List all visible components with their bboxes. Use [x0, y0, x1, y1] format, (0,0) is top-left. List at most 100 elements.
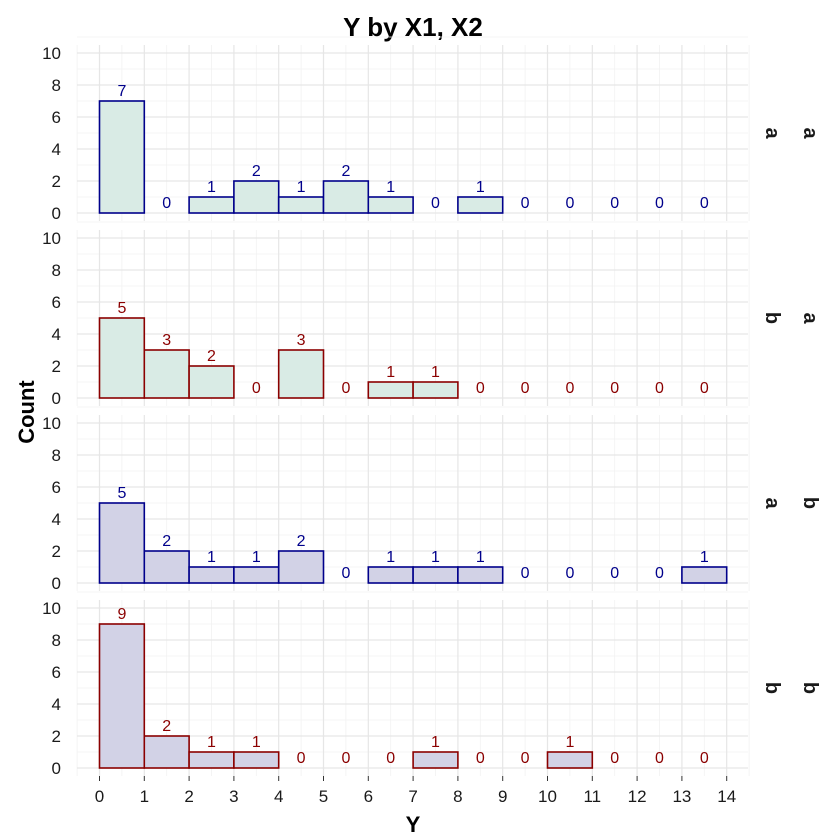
x-tick-label: 13	[672, 787, 691, 806]
histogram-bar	[98, 100, 146, 214]
bar-count-label: 1	[207, 549, 216, 566]
y-tick-label: 4	[52, 140, 61, 159]
strip-label-x1: b	[761, 312, 783, 324]
bar-count-label: 1	[386, 364, 395, 381]
y-tick-label: 4	[52, 325, 61, 344]
histogram-bar	[188, 196, 235, 214]
bar-count-label: 0	[610, 750, 619, 767]
y-tick-label: 2	[52, 727, 61, 746]
y-tick-label: 4	[52, 695, 61, 714]
bar-count-label: 0	[700, 195, 709, 212]
y-tick-label: 2	[52, 172, 61, 191]
y-tick-label: 8	[52, 76, 61, 95]
strip-label-x2: b	[799, 682, 821, 694]
histogram-bar	[233, 566, 280, 584]
histogram-bar	[681, 566, 728, 584]
x-axis-title: Y	[406, 812, 421, 837]
histogram-bar	[233, 180, 280, 214]
histogram-bar	[367, 196, 414, 214]
x-tick-label: 0	[95, 787, 104, 806]
y-axis-title: Count	[14, 380, 39, 444]
x-tick-label: 12	[628, 787, 647, 806]
x-tick-label: 11	[583, 787, 601, 806]
y-tick-label: 6	[52, 108, 61, 127]
bar-count-label: 1	[700, 549, 709, 566]
bar-count-label: 0	[476, 750, 485, 767]
bar-count-label: 5	[117, 485, 126, 502]
y-tick-label: 0	[52, 759, 61, 778]
y-tick-label: 2	[52, 542, 61, 561]
histogram-bar	[143, 550, 190, 584]
x-tick-label: 1	[140, 787, 149, 806]
bar-count-label: 0	[655, 565, 664, 582]
bar-count-label: 0	[655, 750, 664, 767]
bar-count-label: 1	[565, 734, 574, 751]
y-tick-label: 0	[52, 574, 61, 593]
bar-count-label: 3	[162, 332, 171, 349]
y-tick-label: 0	[52, 389, 61, 408]
bar-count-label: 0	[655, 195, 664, 212]
bar-count-label: 1	[252, 734, 261, 751]
histogram-bar	[412, 751, 459, 769]
histogram-bar	[98, 317, 146, 399]
bar-count-label: 1	[252, 549, 261, 566]
histogram-bar	[412, 566, 459, 584]
histogram-bar	[233, 751, 280, 769]
histogram-bar	[412, 381, 459, 399]
histogram-bar	[188, 365, 235, 399]
histogram-bar	[322, 180, 370, 214]
x-tick-label: 4	[274, 787, 283, 806]
histogram-bar	[277, 196, 325, 214]
y-tick-label: 6	[52, 478, 61, 497]
bar-count-label: 1	[207, 734, 216, 751]
bar-count-label: 0	[521, 195, 530, 212]
bar-count-label: 0	[386, 750, 395, 767]
bar-count-label: 2	[162, 718, 171, 735]
bar-count-label: 0	[565, 195, 574, 212]
histogram-bar	[367, 566, 414, 584]
histogram-bar	[546, 751, 594, 769]
y-tick-label: 8	[52, 261, 61, 280]
bar-count-label: 0	[162, 195, 171, 212]
bar-count-label: 5	[117, 300, 126, 317]
histogram-bar	[277, 550, 325, 584]
bar-count-label: 1	[386, 179, 395, 196]
strip-label-x2: a	[799, 127, 821, 139]
bar-count-label: 3	[297, 332, 306, 349]
bar-count-label: 0	[521, 380, 530, 397]
y-tick-label: 10	[42, 414, 61, 433]
y-tick-label: 6	[52, 293, 61, 312]
x-tick-label: 14	[717, 787, 736, 806]
x-tick-label: 10	[538, 787, 557, 806]
bar-count-label: 1	[431, 734, 440, 751]
bar-count-label: 0	[476, 380, 485, 397]
histogram-bar	[277, 349, 325, 399]
bar-count-label: 0	[431, 195, 440, 212]
bar-count-label: 1	[431, 364, 440, 381]
y-tick-label: 10	[42, 44, 61, 63]
histogram-bar	[98, 502, 146, 584]
bar-count-label: 1	[386, 549, 395, 566]
histogram-bar	[367, 381, 414, 399]
bar-count-label: 0	[521, 750, 530, 767]
bar-count-label: 0	[252, 380, 261, 397]
y-tick-label: 10	[42, 229, 61, 248]
y-tick-label: 10	[42, 599, 61, 618]
strip-label-x2: a	[799, 312, 821, 324]
bar-count-label: 0	[610, 195, 619, 212]
x-tick-label: 6	[364, 787, 373, 806]
bar-count-label: 2	[207, 348, 216, 365]
x-axis: 0 1 2 3 4 5 6 7 8 9 10 11 12 13 14	[95, 776, 736, 806]
bar-count-label: 0	[610, 565, 619, 582]
bar-count-label: 9	[117, 606, 126, 623]
bar-count-label: 0	[610, 380, 619, 397]
histogram-bar	[98, 623, 146, 769]
bar-count-label: 1	[297, 179, 306, 196]
histogram-bar	[188, 566, 235, 584]
strip-label-x1: a	[761, 497, 783, 509]
bar-count-label: 0	[341, 565, 350, 582]
